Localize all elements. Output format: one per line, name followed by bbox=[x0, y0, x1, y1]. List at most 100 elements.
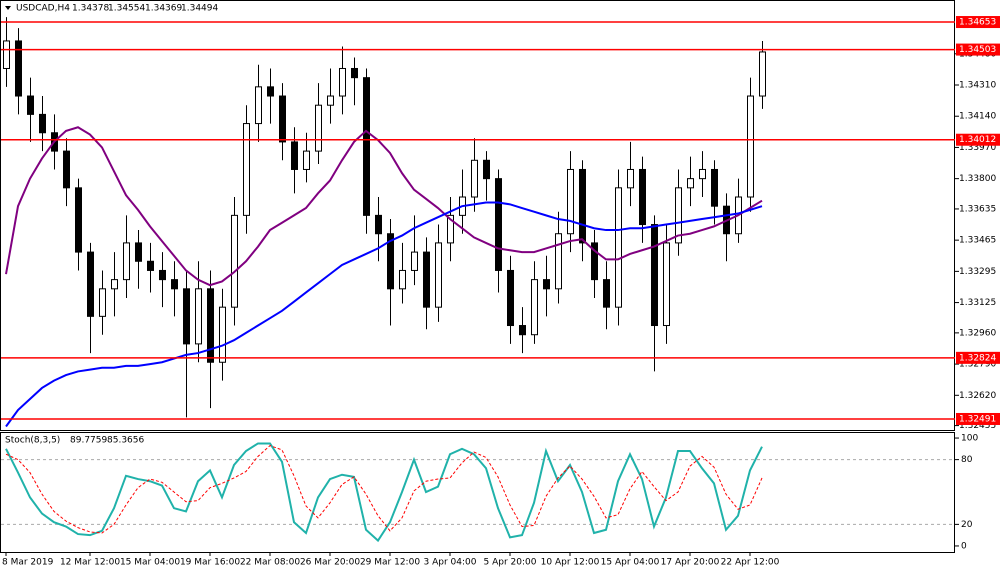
candle-body bbox=[111, 279, 118, 290]
y-tick-label: 1.34140 bbox=[959, 112, 996, 122]
candle-body bbox=[219, 306, 226, 363]
x-tick-label: 12 Mar 12:00 bbox=[60, 558, 120, 568]
y-tick-label: 1.33635 bbox=[959, 204, 996, 214]
x-tick-label: 22 Apr 12:00 bbox=[721, 558, 780, 568]
candle-body bbox=[279, 95, 286, 143]
candle-body bbox=[15, 40, 22, 97]
x-tick-label: 15 Mar 04:00 bbox=[120, 558, 180, 568]
candle-body bbox=[3, 40, 10, 69]
candle-body bbox=[231, 214, 238, 308]
candle-body bbox=[243, 123, 250, 216]
y-tick-label: 1.33125 bbox=[959, 298, 996, 308]
candle-body bbox=[759, 51, 766, 97]
y-tick-label: 1.32790 bbox=[959, 360, 996, 370]
candle-body bbox=[87, 251, 94, 317]
stoch-main-value: 89.7759 bbox=[70, 436, 107, 446]
ohlc-high: 1.34554 bbox=[108, 4, 145, 14]
x-tick-label: 29 Mar 12:00 bbox=[360, 558, 420, 568]
x-tick-label: 15 Apr 04:00 bbox=[601, 558, 660, 568]
y-tick-label: 20 bbox=[961, 520, 973, 530]
candle-body bbox=[663, 242, 670, 327]
candle-body bbox=[147, 260, 154, 271]
y-tick-label: 100 bbox=[961, 434, 978, 444]
ohlc-close: 1.34494 bbox=[181, 4, 218, 14]
level-label: 1.32824 bbox=[959, 353, 996, 363]
candle-body bbox=[615, 187, 622, 308]
x-tick-label: 19 Mar 16:00 bbox=[180, 558, 240, 568]
y-tick-label: 1.33970 bbox=[959, 143, 996, 153]
y-tick-label: 1.33295 bbox=[959, 267, 996, 277]
candle-body bbox=[207, 288, 214, 363]
candle-body bbox=[375, 214, 382, 235]
candle-body bbox=[435, 242, 442, 308]
x-tick-label: 10 Apr 12:00 bbox=[541, 558, 600, 568]
candle-body bbox=[123, 242, 130, 281]
candle-body bbox=[747, 95, 754, 198]
candle-body bbox=[507, 269, 514, 327]
candle-body bbox=[399, 269, 406, 290]
candle-body bbox=[579, 168, 586, 244]
candle-body bbox=[159, 269, 166, 281]
candle-body bbox=[639, 168, 646, 226]
candle-body bbox=[699, 168, 706, 180]
x-tick-label: 22 Mar 08:00 bbox=[240, 558, 300, 568]
level-label: 1.34012 bbox=[959, 135, 996, 145]
indicator-line bbox=[5, 201, 763, 428]
candle-body bbox=[627, 168, 634, 189]
candle-body bbox=[471, 159, 478, 198]
candle-body bbox=[303, 150, 310, 170]
indicator-line bbox=[5, 442, 763, 543]
y-tick-label: 80 bbox=[961, 455, 973, 465]
level-label-box bbox=[956, 351, 1000, 364]
candle-body bbox=[171, 279, 178, 290]
candle-body bbox=[519, 325, 526, 336]
y-tick-label: 1.33800 bbox=[959, 174, 996, 184]
level-label-box bbox=[956, 16, 1000, 29]
x-tick-label: 3 Apr 04:00 bbox=[424, 558, 477, 568]
y-tick-label: 1.32620 bbox=[959, 391, 996, 401]
candle-body bbox=[351, 67, 358, 79]
main-panel bbox=[0, 0, 955, 431]
x-tick-label: 26 Mar 20:00 bbox=[300, 558, 360, 568]
candle-body bbox=[339, 67, 346, 97]
stoch-signal-value: 85.3656 bbox=[107, 436, 144, 446]
candle-body bbox=[27, 95, 34, 115]
candle-body bbox=[315, 104, 322, 152]
candle-body bbox=[75, 187, 82, 253]
x-tick-label: 17 Apr 20:00 bbox=[661, 558, 720, 568]
ohlc-open: 1.34378 bbox=[72, 4, 109, 14]
level-label-box bbox=[956, 43, 1000, 56]
candle-body bbox=[291, 141, 298, 170]
level-label: 1.34503 bbox=[959, 45, 996, 55]
candle-body bbox=[195, 288, 202, 345]
candle-body bbox=[531, 279, 538, 336]
stoch-panel bbox=[0, 432, 955, 553]
candle-body bbox=[39, 113, 46, 134]
candle-body bbox=[387, 233, 394, 290]
ohlc-low: 1.34369 bbox=[145, 4, 182, 14]
candle-body bbox=[267, 86, 274, 97]
symbol: USDCAD,H4 bbox=[16, 4, 70, 14]
candle-body bbox=[495, 178, 502, 271]
candle-body bbox=[135, 242, 142, 262]
candle-body bbox=[447, 214, 454, 244]
stoch-title: Stoch(8,3,5) bbox=[5, 436, 60, 446]
y-tick-label: 1.33465 bbox=[959, 236, 996, 246]
level-label: 1.34653 bbox=[959, 18, 996, 28]
candle-body bbox=[591, 242, 598, 281]
y-tick-label: 0 bbox=[961, 541, 967, 551]
menu-arrow[interactable] bbox=[5, 6, 11, 10]
candle-body bbox=[183, 288, 190, 345]
candle-body bbox=[675, 187, 682, 244]
candle-body bbox=[363, 77, 370, 216]
candle-body bbox=[423, 251, 430, 308]
y-tick-label: 1.32455 bbox=[959, 421, 996, 431]
candle-body bbox=[555, 233, 562, 290]
candle-body bbox=[711, 168, 718, 207]
y-tick-label: 1.32960 bbox=[959, 328, 996, 338]
x-tick-label: 5 Apr 20:00 bbox=[484, 558, 537, 568]
level-label: 1.32491 bbox=[959, 414, 996, 424]
candle-body bbox=[483, 159, 490, 180]
candle-body bbox=[567, 168, 574, 235]
